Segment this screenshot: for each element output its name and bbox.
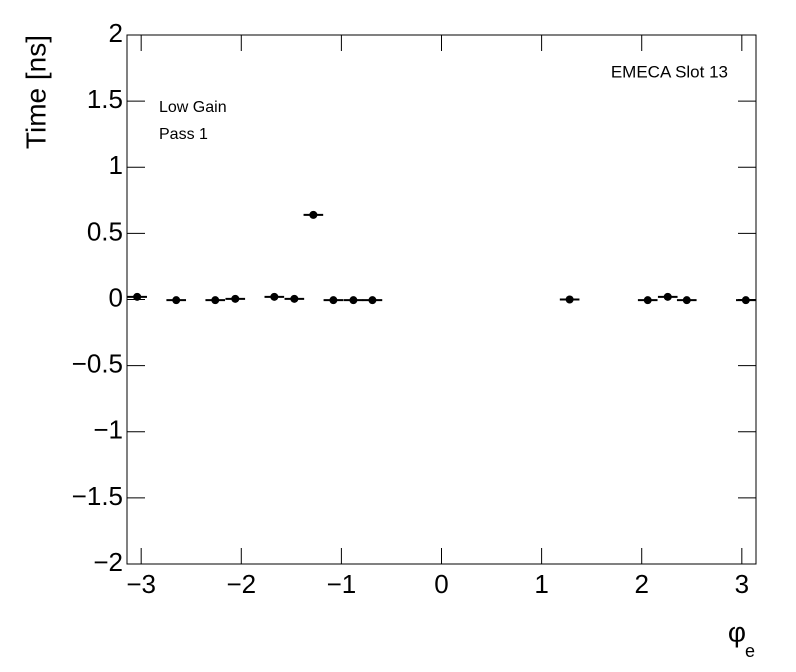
y-tick-label: −1.5 — [72, 481, 123, 511]
y-axis-label: Time [ns] — [20, 35, 51, 149]
point — [270, 292, 279, 301]
x-tick-label: −1 — [327, 569, 357, 599]
point — [231, 294, 240, 303]
point — [682, 296, 691, 305]
y-tick-label: 2 — [109, 18, 123, 48]
point — [211, 296, 220, 305]
y-tick-label: 0.5 — [87, 216, 123, 246]
point — [643, 296, 652, 305]
point — [565, 295, 574, 304]
point — [172, 296, 181, 305]
x-tick-label: 0 — [434, 569, 448, 599]
y-tick-label: 1 — [109, 150, 123, 180]
y-tick-label: −0.5 — [72, 349, 123, 379]
x-axis-label: φ — [728, 616, 746, 647]
x-axis-label-sub: e — [745, 641, 755, 661]
annotation: Low Gain — [159, 99, 227, 116]
point — [368, 296, 377, 305]
annotation: Pass 1 — [159, 126, 208, 143]
x-tick-label: 1 — [534, 569, 548, 599]
point — [349, 296, 358, 305]
x-tick-label: −3 — [126, 569, 156, 599]
point — [133, 292, 142, 301]
point — [741, 296, 750, 305]
point — [309, 210, 318, 219]
x-tick-label: −2 — [226, 569, 256, 599]
y-tick-label: −2 — [93, 547, 123, 577]
y-tick-label: 1.5 — [87, 84, 123, 114]
y-tick-label: −1 — [93, 415, 123, 445]
point — [663, 292, 672, 301]
point — [329, 296, 338, 305]
x-tick-label: 3 — [735, 569, 749, 599]
y-tick-label: 0 — [109, 282, 123, 312]
x-tick-label: 2 — [634, 569, 648, 599]
point — [290, 294, 299, 303]
chart-title: EMECA Slot 13 — [611, 62, 728, 81]
